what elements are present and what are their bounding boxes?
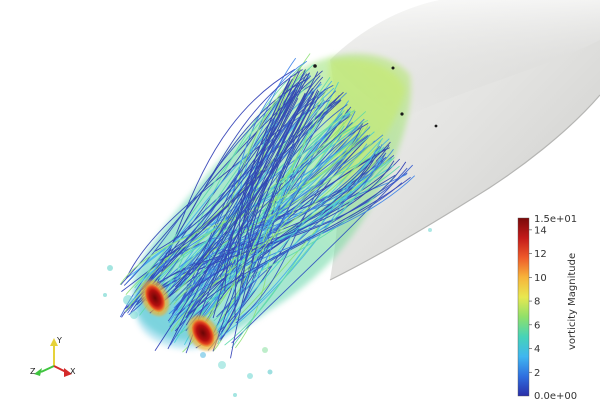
streamline <box>242 95 306 289</box>
streamline <box>124 69 303 310</box>
streamline <box>219 91 315 278</box>
streamline <box>224 122 369 316</box>
streamline <box>185 91 314 326</box>
streamline <box>155 83 301 252</box>
streamline <box>212 96 319 352</box>
vortex-core-right <box>187 315 219 351</box>
streamline <box>141 99 342 290</box>
streamline <box>176 87 314 311</box>
vortex-core-left <box>140 279 170 317</box>
streamline <box>126 88 326 279</box>
streamline <box>151 69 306 287</box>
streamline <box>231 167 408 344</box>
streamline <box>185 176 411 318</box>
streamline <box>167 93 297 350</box>
streamline <box>198 98 325 324</box>
streamline <box>212 73 308 319</box>
streamline <box>194 72 310 271</box>
streamline <box>169 104 348 346</box>
streamlines <box>119 53 416 359</box>
streamline <box>159 97 299 261</box>
streamline <box>165 91 297 255</box>
streamline <box>214 146 385 335</box>
streamline <box>231 156 395 349</box>
streamline <box>156 149 394 303</box>
streamline <box>217 112 351 332</box>
streamline <box>247 85 294 251</box>
seed-points <box>313 64 438 128</box>
streamline <box>239 99 310 296</box>
streamline <box>213 71 319 282</box>
streamline <box>189 118 365 288</box>
vorticity-specks <box>103 228 432 397</box>
streamline <box>157 96 316 301</box>
streamline <box>134 64 314 289</box>
